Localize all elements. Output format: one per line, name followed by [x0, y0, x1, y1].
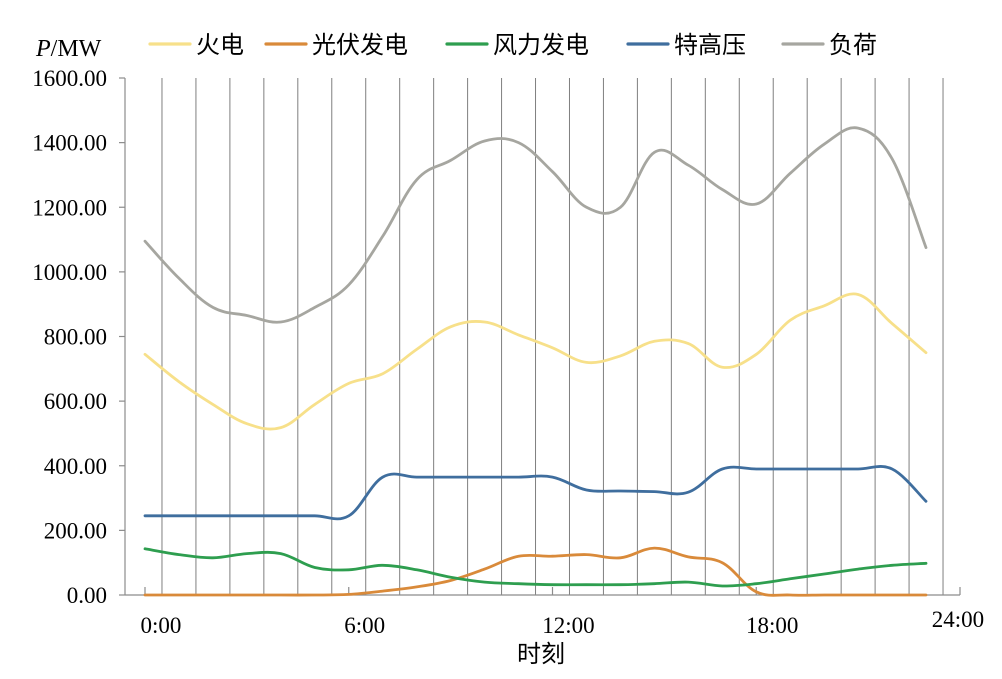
legend-label-wind: 风力发电 [493, 32, 589, 59]
x-tick-label: 6:00 [344, 613, 385, 638]
y-axis-label-symbol: P [35, 36, 51, 62]
y-tick-labels: 0.00 200.00 400.00 600.00 800.00 1000.00 1200.… [32, 66, 125, 608]
y-tick-label: 400.00 [44, 454, 107, 479]
legend: 火电 光伏发电 风力发电 特高压 负荷 [148, 32, 877, 59]
series-line-uhv [143, 465, 928, 521]
y-tick-label: 1000.00 [32, 260, 107, 285]
y-tick-label: 1200.00 [32, 195, 107, 220]
vertical-gridlines [161, 78, 944, 595]
x-tick-label: 24:00 [932, 607, 984, 632]
y-axis-label: P/MW [35, 36, 102, 62]
x-tick-label: 12:00 [542, 613, 594, 638]
series-line-wind [143, 547, 928, 588]
series-line-thermal [143, 292, 928, 431]
series-lines [143, 126, 928, 597]
axes [124, 78, 960, 596]
x-tick-label: 18:00 [746, 613, 798, 638]
x-axis-title: 时刻 [517, 641, 565, 668]
legend-label-uhv: 特高压 [674, 32, 746, 59]
y-tick-label: 0.00 [67, 583, 107, 608]
legend-label-thermal: 火电 [196, 32, 244, 59]
series-line-load [143, 126, 928, 324]
y-tick-label: 800.00 [44, 325, 107, 350]
x-tick-labels: 0:00 6:00 12:00 18:00 24:00 [141, 587, 984, 638]
legend-label-load: 负荷 [829, 32, 877, 59]
y-tick-label: 200.00 [44, 518, 107, 543]
series-line-solar [143, 546, 928, 597]
y-tick-label: 600.00 [44, 389, 107, 414]
y-axis-label-unit: /MW [51, 36, 102, 62]
y-tick-label: 1400.00 [32, 131, 107, 156]
y-tick-label: 1600.00 [32, 66, 107, 91]
legend-label-solar: 光伏发电 [312, 32, 408, 59]
x-tick-label: 0:00 [141, 613, 182, 638]
